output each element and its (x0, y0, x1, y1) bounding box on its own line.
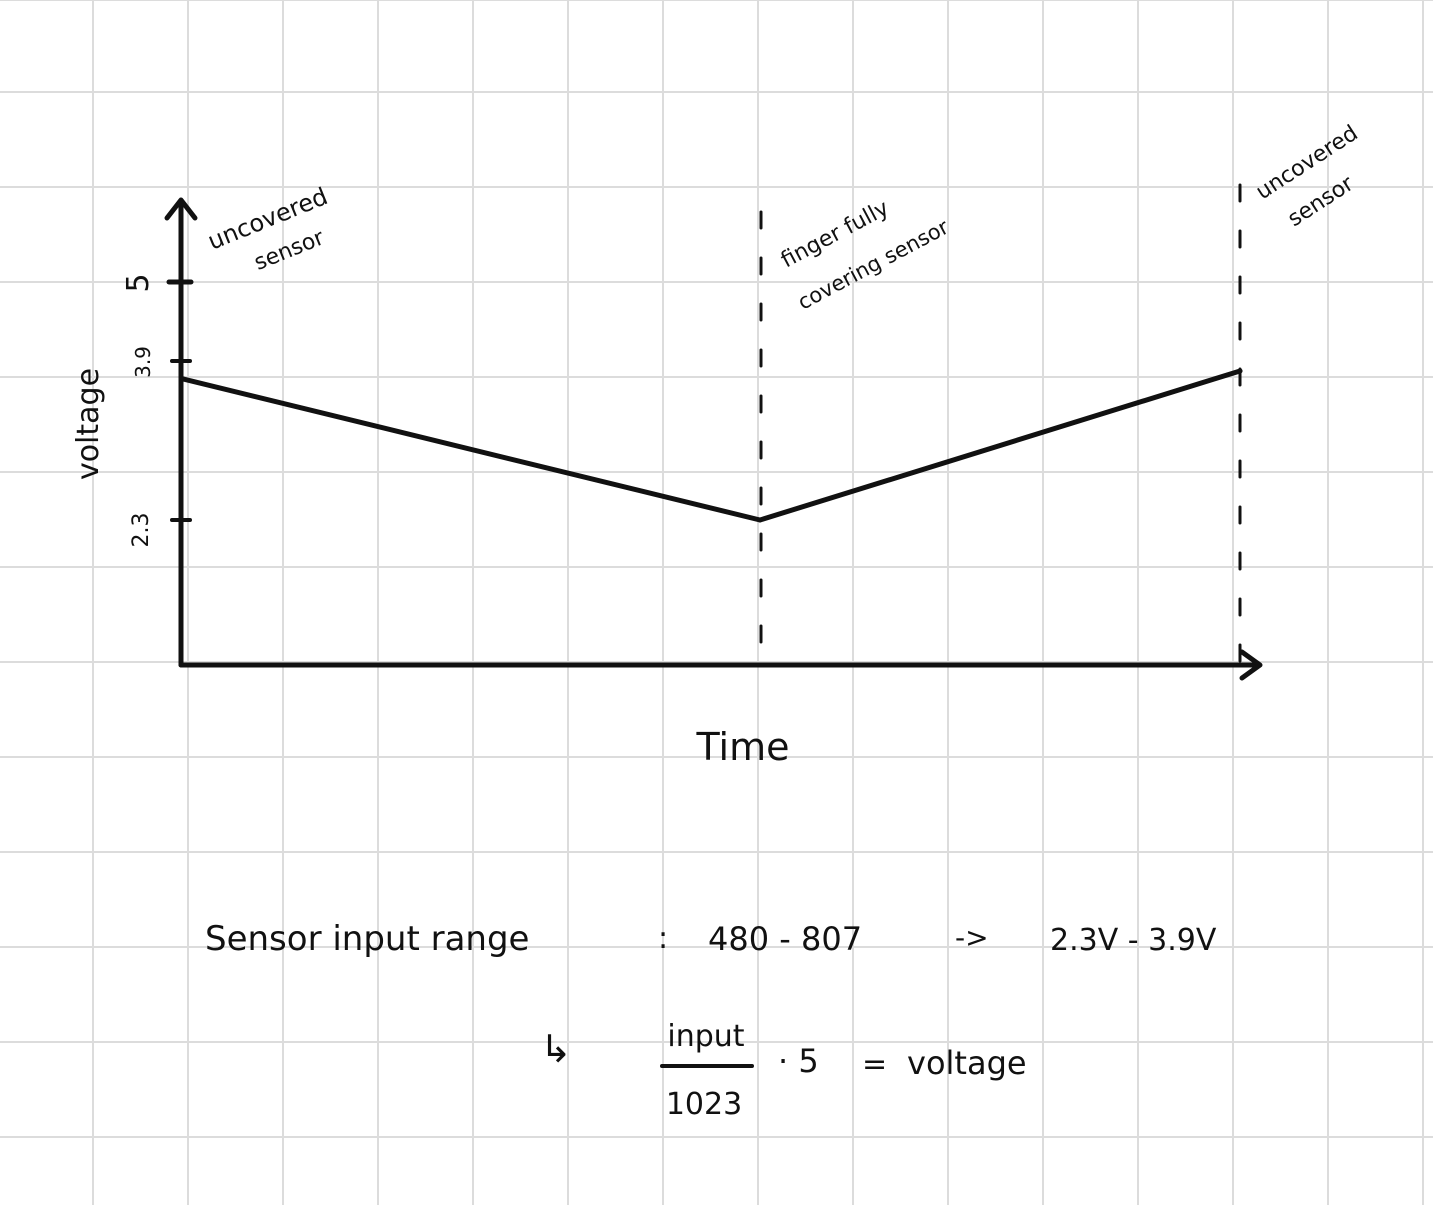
formula-note: ↳ input 1023 · 5 = voltage (540, 1019, 1027, 1122)
y-tick-label-5: 5 (121, 273, 156, 292)
voltage-series (180, 368, 1243, 523)
range-note: Sensor input range : 480 - 807 -> 2.3V -… (205, 919, 1217, 959)
x-axis-title: Time (696, 725, 790, 769)
voltage-line (180, 368, 1243, 523)
y-axis-arrowhead (164, 197, 198, 221)
annotation-middle: finger fully covering sensor (777, 196, 953, 315)
y-tick-label-2-3: 2.3 (129, 513, 154, 548)
axes (164, 197, 1263, 681)
formula-result: voltage (907, 1044, 1027, 1082)
formula-denominator: 1023 (666, 1087, 742, 1122)
y-axis-title: voltage (71, 368, 106, 480)
formula-multiplier: · 5 (778, 1042, 819, 1080)
formula-numerator: input (667, 1019, 744, 1054)
range-colon: : (658, 921, 668, 956)
voltage-range-value: 2.3V - 3.9V (1050, 923, 1217, 958)
annotation-start: uncovered sensor (204, 182, 332, 276)
voltage-point-1 (757, 517, 763, 523)
x-axis-arrowhead (1239, 649, 1263, 681)
voltage-point-2 (1237, 368, 1243, 374)
range-label: Sensor input range (205, 919, 529, 959)
voltage-point-0 (180, 376, 186, 382)
range-arrow: -> (955, 921, 989, 954)
formula-arrow: ↳ (540, 1027, 572, 1071)
y-tick-label-3-9: 3.9 (131, 346, 155, 378)
annotation-end: uncovered sensor (1252, 121, 1363, 232)
formula-equals: = (862, 1047, 887, 1082)
input-range-value: 480 - 807 (708, 920, 862, 958)
